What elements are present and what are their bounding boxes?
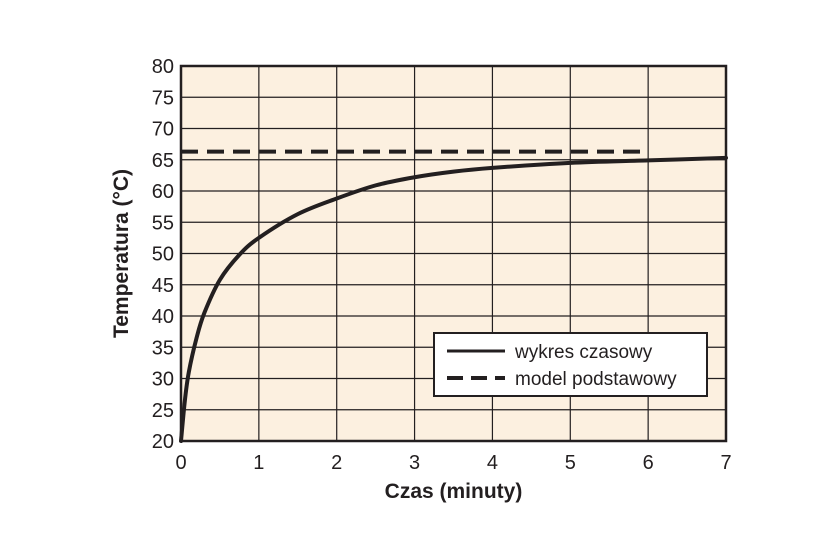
grid [181, 66, 726, 441]
y-axis-title: Temperatura (°C) [110, 169, 133, 338]
x-axis-title: Czas (minuty) [385, 480, 523, 503]
y-tick-label: 40 [152, 306, 174, 328]
x-tick-label: 0 [175, 452, 186, 474]
y-tick-label: 30 [152, 369, 174, 391]
y-tick-label: 20 [152, 431, 174, 453]
y-tick-label: 75 [152, 87, 174, 109]
y-tick-label: 80 [152, 56, 174, 78]
series-layer [179, 149, 728, 443]
legend-label-wykres-czasowy: wykres czasowy [514, 342, 653, 363]
y-tick-label: 25 [152, 400, 174, 422]
x-tick-label: 4 [487, 452, 498, 474]
y-axis-tick-labels: 20 25 30 35 40 45 50 55 60 65 70 75 80 [152, 56, 174, 453]
legend-box [433, 332, 708, 397]
y-tick-label: 50 [152, 244, 174, 266]
x-tick-label: 1 [253, 452, 264, 474]
y-tick-label: 70 [152, 119, 174, 141]
x-tick-label: 2 [331, 452, 342, 474]
x-axis-tick-labels: 0 1 2 3 4 5 6 7 [175, 452, 731, 474]
plot-frame [179, 64, 728, 443]
y-tick-label: 35 [152, 337, 174, 359]
y-tick-label: 45 [152, 275, 174, 297]
x-tick-label: 5 [565, 452, 576, 474]
x-tick-label: 3 [409, 452, 420, 474]
legend-label-model-podstawowy: model podstawowy [515, 369, 677, 390]
y-tick-label: 60 [152, 181, 174, 203]
series-line-wykres-czasowy [179, 155, 728, 443]
y-tick-label: 65 [152, 150, 174, 172]
y-tick-label: 55 [152, 212, 174, 234]
x-tick-label: 7 [720, 452, 731, 474]
x-tick-label: 6 [643, 452, 654, 474]
legend: wykres czasowy model podstawowy [433, 332, 708, 397]
